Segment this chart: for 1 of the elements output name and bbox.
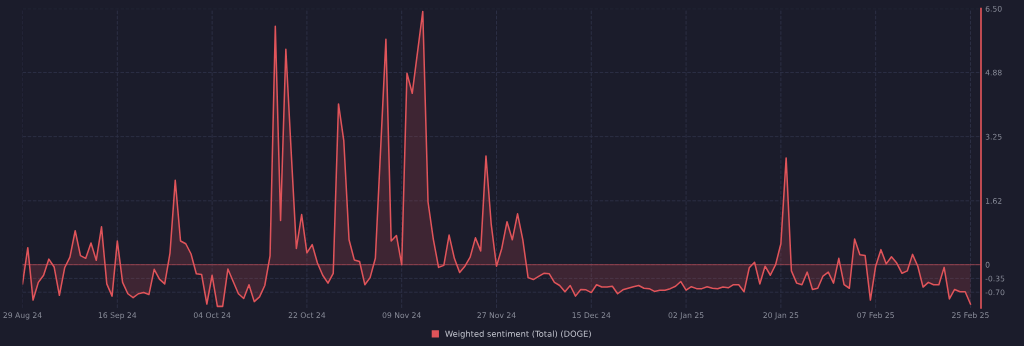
- legend-label: Weighted sentiment (Total) (DOGE): [445, 330, 591, 339]
